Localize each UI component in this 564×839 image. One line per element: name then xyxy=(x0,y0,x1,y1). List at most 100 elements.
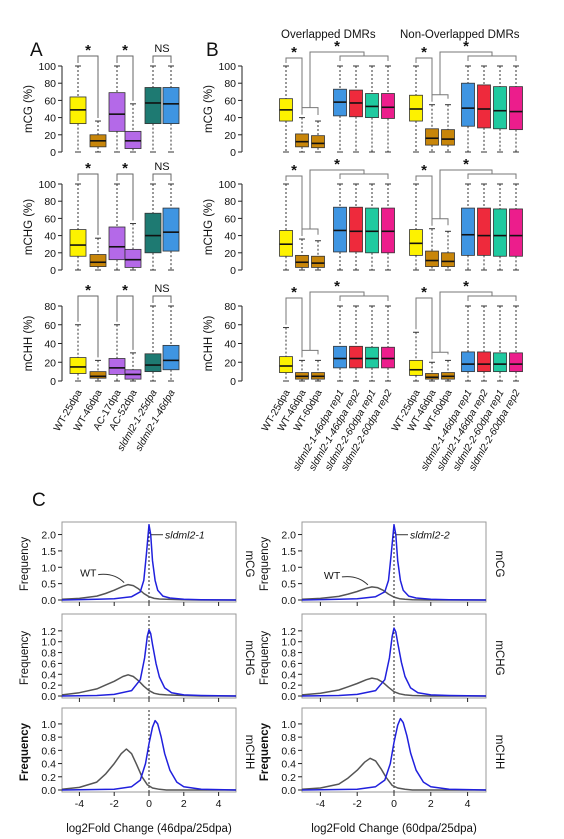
panel-c-right-mcg-wt-label: WT xyxy=(324,570,341,582)
panel-b-B-mCHH-g0-box-5-box xyxy=(365,346,379,369)
panel-a-mchh-ytick-label: 80 xyxy=(44,301,56,313)
panel-c-letter: C xyxy=(32,490,46,511)
panel-b-B-mCG-g0-sig-label-wt: * xyxy=(291,44,297,61)
panel-b-B-mCHG-g1-box-6-box xyxy=(509,208,523,257)
panel-b-B-mCG-g0-box-1-box xyxy=(295,133,309,148)
panel-b-B-mCHG-g1-box-0-box xyxy=(409,229,423,256)
panel-b-B-mCHH-g1-sig-label-mut: * xyxy=(463,278,469,295)
panel-a-A-mCHH-box-5-box xyxy=(162,344,180,371)
panel-b-b-mcg-ytick-label: 100 xyxy=(218,61,236,73)
panel-a-mchh-ylabel: mCHH (%) xyxy=(23,316,35,372)
panel-b-b-mchg-ytick-label: 20 xyxy=(224,248,236,260)
panel-b-B-mCG-g0-box-5-box xyxy=(365,93,379,118)
panel-c-right-mcg-ylabel: Frequency xyxy=(259,537,271,592)
panel-c-right-mchh-ytick-label: 1.0 xyxy=(281,719,296,731)
panel-c-right-mchh-xlabel: log2Fold Change (60dpa/25dpa) xyxy=(311,823,477,835)
panel-b-B-mCG-g1-bracket-wt xyxy=(415,57,433,102)
panel-c-right-mchh-ylabel: Frequency xyxy=(259,722,271,781)
panel-c-right-mchg-ytick-label: 0.6 xyxy=(281,658,296,670)
panel-b-B-mCHH-g1-bracket-wtpair xyxy=(431,351,449,357)
panel-b-b-mchg-ytick-label: 0 xyxy=(230,265,236,277)
panel-b-B-mCHH-g1-box-4-box xyxy=(477,351,491,373)
panel-c-left-mchg-series-mutant xyxy=(61,629,237,697)
panel-c-right-mchg-context-label: mCHG xyxy=(493,640,505,675)
panel-a-mchh-ytick-label: 40 xyxy=(44,339,56,351)
panel-b-B-mCHH-g1-bracket-wt xyxy=(415,297,433,360)
panel-c-left-mcg-ytick-label: 0.5 xyxy=(41,579,56,591)
panel-a-A-mCG-box-2-box xyxy=(108,92,126,132)
panel-b-B-mCG-g0-box-6-box xyxy=(381,93,395,119)
panel-c-left-mchg-ytick-label: 1.2 xyxy=(41,626,56,638)
panel-b-B-mCHG-g1-sig-label-mut: * xyxy=(463,156,469,173)
panel-c-left-mchg-ytick-label: 0.4 xyxy=(41,669,56,681)
panel-c-right-mcg-context-label: mCG xyxy=(493,551,505,578)
panel-c-right-mcg-ytick-label: 1.0 xyxy=(281,562,296,574)
panel-a-mchg-ytick-label: 60 xyxy=(44,213,56,225)
panel-b-b-mchg-ytick-label: 40 xyxy=(224,231,236,243)
panel-c-right-mchh-ytick-label: 0.0 xyxy=(281,785,296,797)
panel-b-B-mCG-g1-sig-label-mut: * xyxy=(463,38,469,55)
panel-b-b-mcg-ytick-label: 40 xyxy=(224,113,236,125)
panel-b-B-mCG-g1-box-0-box xyxy=(409,94,423,122)
panel-c-left-mchh-xtick-label: 4 xyxy=(216,798,222,810)
panel-b-b-mcg-ytick-label: 60 xyxy=(224,95,236,107)
panel-c-left-mchh-xtick-label: -4 xyxy=(75,798,84,810)
panel-c-left-mcg-series-mutant xyxy=(61,523,237,601)
panel-a-A-mCG-ns-label: NS xyxy=(154,43,169,55)
panel-c-right-mchg-ytick-label: 0.0 xyxy=(281,691,296,703)
panel-b-B-mCHH-g0-box-0-box xyxy=(279,356,293,373)
panel-b-b-mchg-ytick-label: 60 xyxy=(224,213,236,225)
panel-a-mchh-ytick-label: 0 xyxy=(50,376,56,388)
panel-c-right-mchh-series-mutant xyxy=(301,717,487,791)
panel-a-A-mCHH-bracket-0 xyxy=(77,295,99,358)
panel-a-A-mCHH-bracket-1 xyxy=(116,295,134,350)
panel-a-A-mCHG-sig-label: * xyxy=(122,160,128,177)
panel-b-B-mCHG-g1-bracket-wtpair xyxy=(431,218,449,226)
panel-c-left-mchg-ylabel: Frequency xyxy=(19,631,31,686)
panel-c-right-mchg-ytick-label: 1.0 xyxy=(281,637,296,649)
panel-b-B-mCHG-g1-box-4-box xyxy=(477,207,491,256)
panel-b-B-mCHG-g0-bracket-wt xyxy=(285,175,303,237)
panel-b-B-mCHG-g1-box-3-box xyxy=(461,207,475,256)
panel-b-B-mCHH-g0-bracket-mut xyxy=(339,295,389,301)
panel-c-left-mchh-context-label: mCHH xyxy=(243,735,255,770)
panel-b-B-mCHH-g1-box-1-box xyxy=(425,373,439,380)
panel-b-B-mCHH-g1-bracket-mut xyxy=(467,295,517,301)
panel-a-A-mCHG-box-5-box xyxy=(162,207,180,252)
panel-c-left-mchg-ytick-label: 0.0 xyxy=(41,691,56,703)
panel-a-A-mCHH-box-2-box xyxy=(108,358,126,375)
panel-b-B-mCG-g1-box-5-box xyxy=(493,86,507,130)
panel-a-mcg-ytick-label: 40 xyxy=(44,113,56,125)
panel-a-mchh-ytick-label: 20 xyxy=(44,357,56,369)
panel-b-B-mCHH-g0-bracket-wt xyxy=(285,297,303,358)
panel-c-right-mchh-context-label: mCHH xyxy=(493,735,505,770)
panel-a-A-mCHG-bracket-2 xyxy=(152,173,172,181)
panel-b-B-mCG-g0-bracket-mut xyxy=(339,55,389,61)
panel-a-mchg-ytick-label: 40 xyxy=(44,231,56,243)
panel-b-B-mCHH-g0-box-3-box xyxy=(333,345,347,369)
panel-b-b-mchh-ytick-label: 20 xyxy=(224,357,236,369)
panel-a-A-mCG-bracket-2 xyxy=(152,55,172,63)
panel-b-B-mCG-g0-box-2-box xyxy=(311,135,325,149)
panel-c-left-mcg-ytick-label: 2.0 xyxy=(41,530,56,542)
panel-a-mchg-ytick-label: 0 xyxy=(50,265,56,277)
panel-b-B-mCG-g0-bracket-wt xyxy=(285,57,303,115)
panel-a-A-mCHH-sig-label: * xyxy=(122,282,128,299)
panel-b-b-mcg-ylabel: mCG (%) xyxy=(203,85,215,133)
panel-a-mchg-ylabel: mCHG (%) xyxy=(23,199,35,255)
panel-a-A-mCHG-bracket-0 xyxy=(77,173,99,236)
panel-c-right-mchg-series-mutant xyxy=(301,627,487,697)
panel-b-B-mCG-g1-sig-label-wt: * xyxy=(421,44,427,61)
panel-b-B-mCHG-g1-box-2-box xyxy=(441,252,455,267)
panel-a-letter: A xyxy=(30,40,43,61)
panel-c-right-mchh-ytick-label: 0.2 xyxy=(281,772,296,784)
panel-c-left-mcg-wt-pointer xyxy=(98,573,125,583)
panel-c-right-mchh-ytick-label: 0.8 xyxy=(281,732,296,744)
panel-b-B-mCG-g0-sig-label-mut: * xyxy=(334,38,340,55)
panel-c-left-mchh-series-wt xyxy=(61,748,236,791)
panel-b-B-mCHH-g1-box-6-box xyxy=(509,352,523,373)
panel-b-B-mCG-g1-bracket-wtpair xyxy=(431,94,449,99)
panel-b-B-mCHH-g0-sig-label-mut: * xyxy=(334,278,340,295)
panel-b-B-mCHG-g0-box-0-box xyxy=(279,230,293,257)
